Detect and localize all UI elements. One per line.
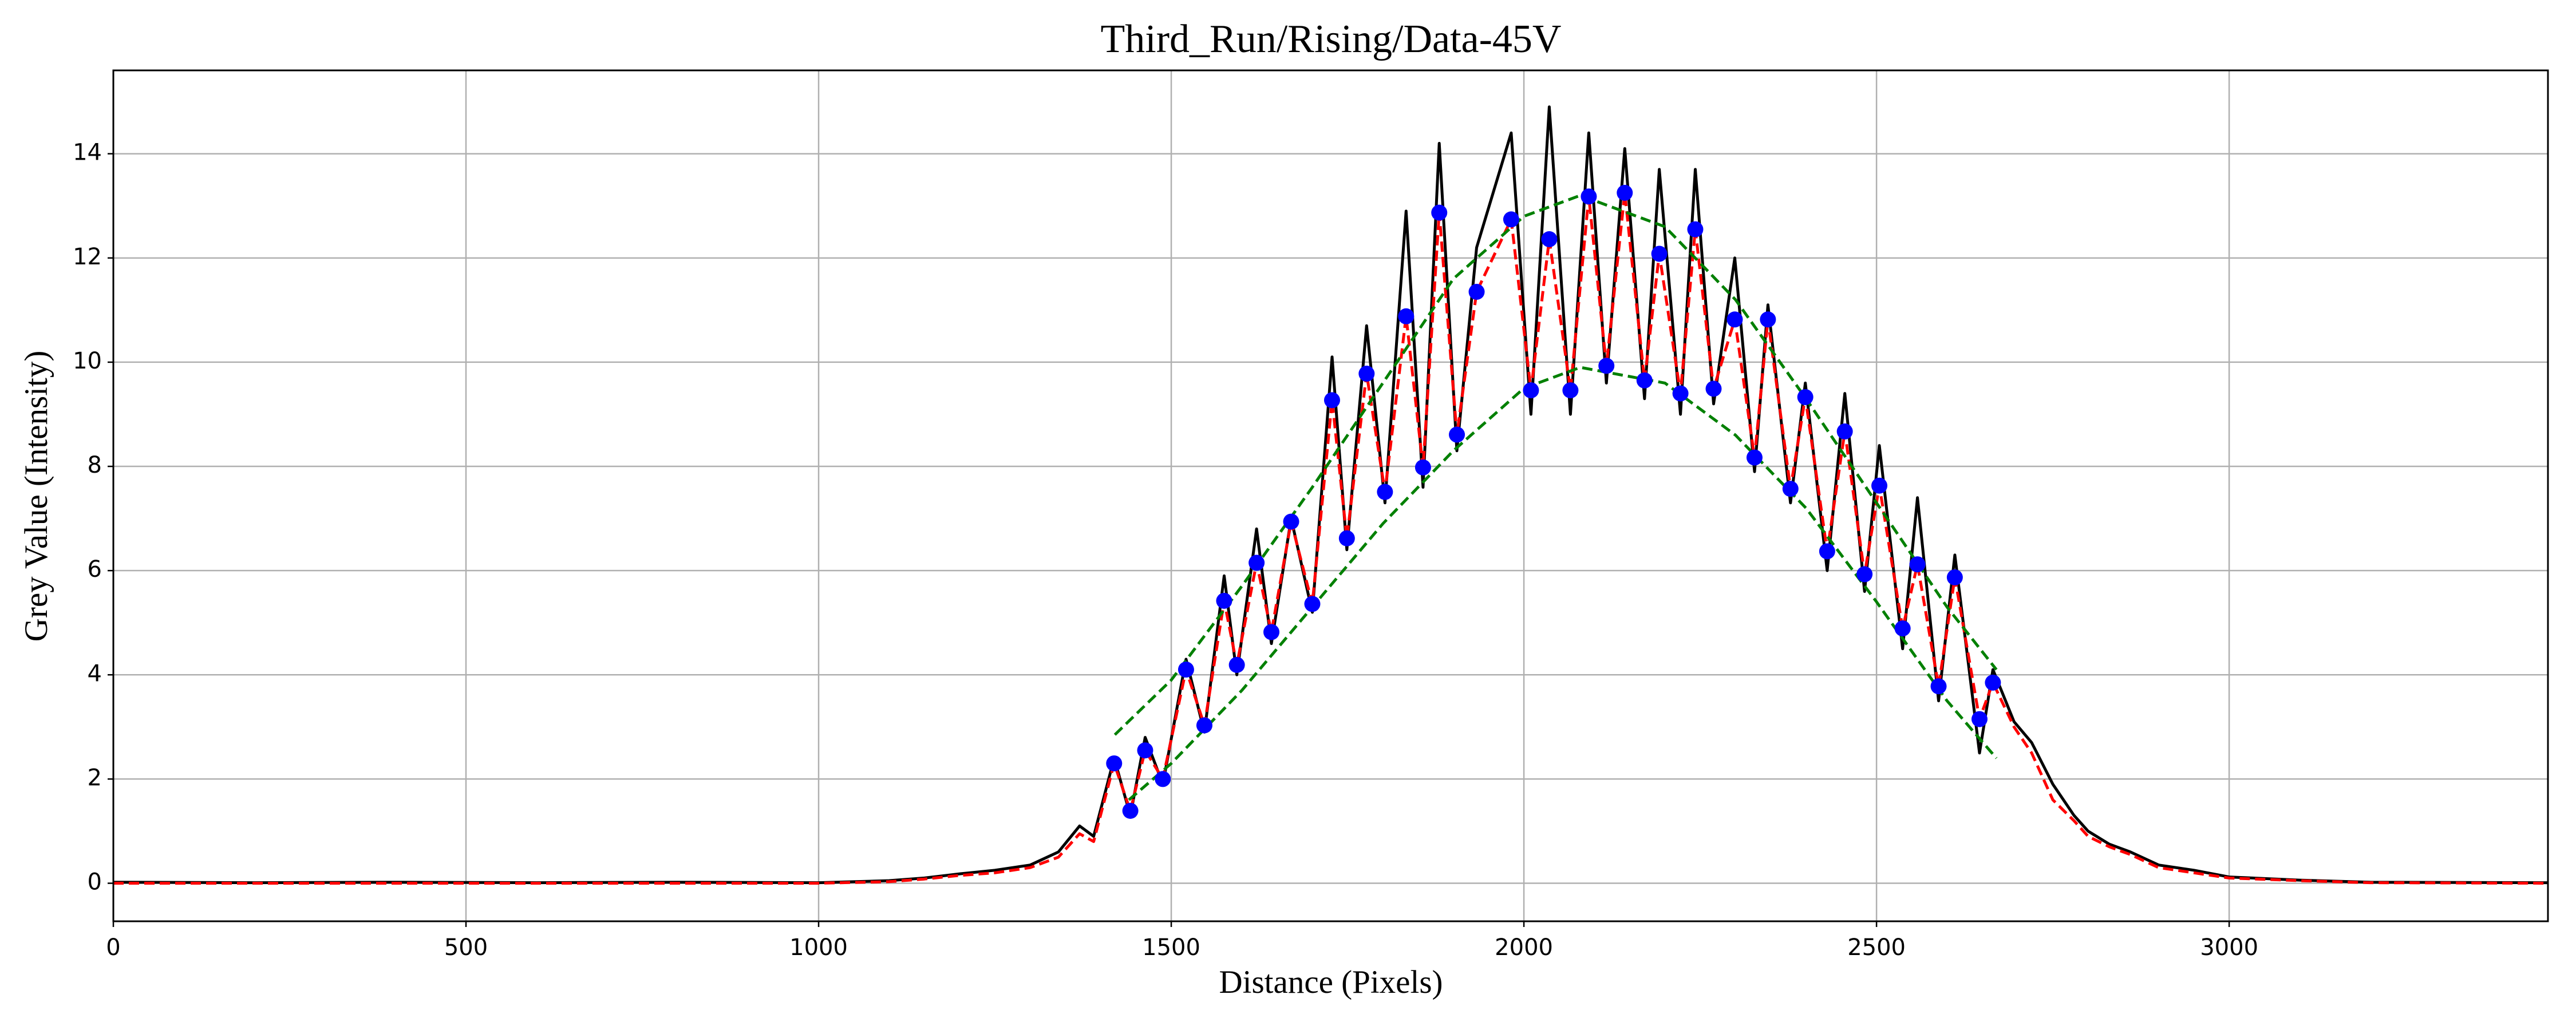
data-point bbox=[1323, 392, 1340, 409]
series-line bbox=[113, 105, 2549, 885]
data-point bbox=[1894, 620, 1911, 637]
data-point bbox=[1196, 717, 1212, 734]
data-point bbox=[1263, 624, 1280, 640]
data-point bbox=[1449, 426, 1465, 443]
data-point bbox=[1726, 311, 1743, 328]
plot-area bbox=[113, 105, 2549, 885]
data-point bbox=[1617, 184, 1633, 201]
axes-frame bbox=[112, 69, 2549, 922]
data-point bbox=[1398, 308, 1415, 324]
x-tick-label: 2000 bbox=[1495, 934, 1553, 961]
data-point bbox=[1541, 231, 1558, 248]
x-tick-label: 3000 bbox=[2200, 934, 2258, 961]
x-tick-label: 0 bbox=[106, 934, 120, 961]
data-point bbox=[1909, 556, 1926, 573]
y-tick-label: 8 bbox=[88, 452, 102, 478]
data-point bbox=[1598, 358, 1615, 374]
data-point bbox=[1636, 372, 1653, 389]
data-point bbox=[1338, 530, 1355, 546]
data-point bbox=[1871, 477, 1888, 494]
ticks: 0 500 1000 1500 2000 2500 3000 0 2 4 6 8 10 12 14 bbox=[73, 140, 2258, 961]
data-point bbox=[1155, 771, 1171, 787]
y-tick-label: 12 bbox=[73, 244, 102, 270]
data-point bbox=[1562, 382, 1579, 399]
y-tick-label: 0 bbox=[88, 869, 102, 896]
chart-title: Third_Run/Rising/Data-45V bbox=[1101, 17, 1562, 61]
data-point bbox=[1503, 211, 1519, 228]
series-line bbox=[1128, 366, 1998, 801]
data-point bbox=[1106, 755, 1123, 772]
x-axis-label: Distance (Pixels) bbox=[1219, 964, 1443, 1000]
data-point bbox=[1946, 569, 1963, 586]
x-tick-label: 1500 bbox=[1142, 934, 1200, 961]
data-point bbox=[1797, 389, 1814, 405]
data-point bbox=[1122, 802, 1139, 819]
y-tick-label: 6 bbox=[88, 556, 102, 583]
data-point bbox=[1581, 188, 1597, 205]
data-point bbox=[1672, 385, 1689, 402]
data-point bbox=[1930, 678, 1947, 695]
data-point bbox=[1249, 554, 1265, 571]
data-point bbox=[1468, 284, 1485, 300]
x-tick-label: 2500 bbox=[1847, 934, 1906, 961]
data-point bbox=[1415, 459, 1431, 476]
y-tick-label: 14 bbox=[73, 140, 102, 166]
data-point bbox=[1228, 656, 1245, 673]
x-tick-label: 500 bbox=[444, 934, 488, 961]
data-point bbox=[1746, 449, 1763, 466]
data-point bbox=[1782, 481, 1799, 497]
data-point bbox=[1856, 566, 1873, 583]
data-point bbox=[1358, 365, 1375, 382]
y-tick-label: 4 bbox=[88, 660, 102, 687]
data-point bbox=[1523, 382, 1539, 399]
x-tick-label: 1000 bbox=[789, 934, 848, 961]
data-point bbox=[1819, 543, 1835, 560]
data-point bbox=[1283, 513, 1299, 530]
data-point bbox=[1304, 596, 1321, 612]
data-point bbox=[1760, 311, 1776, 328]
data-point bbox=[1216, 592, 1232, 609]
data-point bbox=[1985, 674, 2001, 691]
data-point bbox=[1431, 204, 1448, 221]
data-point bbox=[1377, 484, 1393, 500]
data-point bbox=[1705, 381, 1722, 397]
y-axis-label: Grey Value (Intensity) bbox=[18, 351, 54, 642]
data-point bbox=[1137, 742, 1153, 759]
y-tick-label: 10 bbox=[73, 348, 102, 374]
data-point bbox=[1836, 423, 1853, 440]
data-point bbox=[1178, 661, 1194, 678]
data-point bbox=[1687, 221, 1704, 237]
data-point bbox=[1651, 245, 1668, 262]
data-point bbox=[1971, 711, 1988, 727]
y-tick-label: 2 bbox=[88, 764, 102, 791]
